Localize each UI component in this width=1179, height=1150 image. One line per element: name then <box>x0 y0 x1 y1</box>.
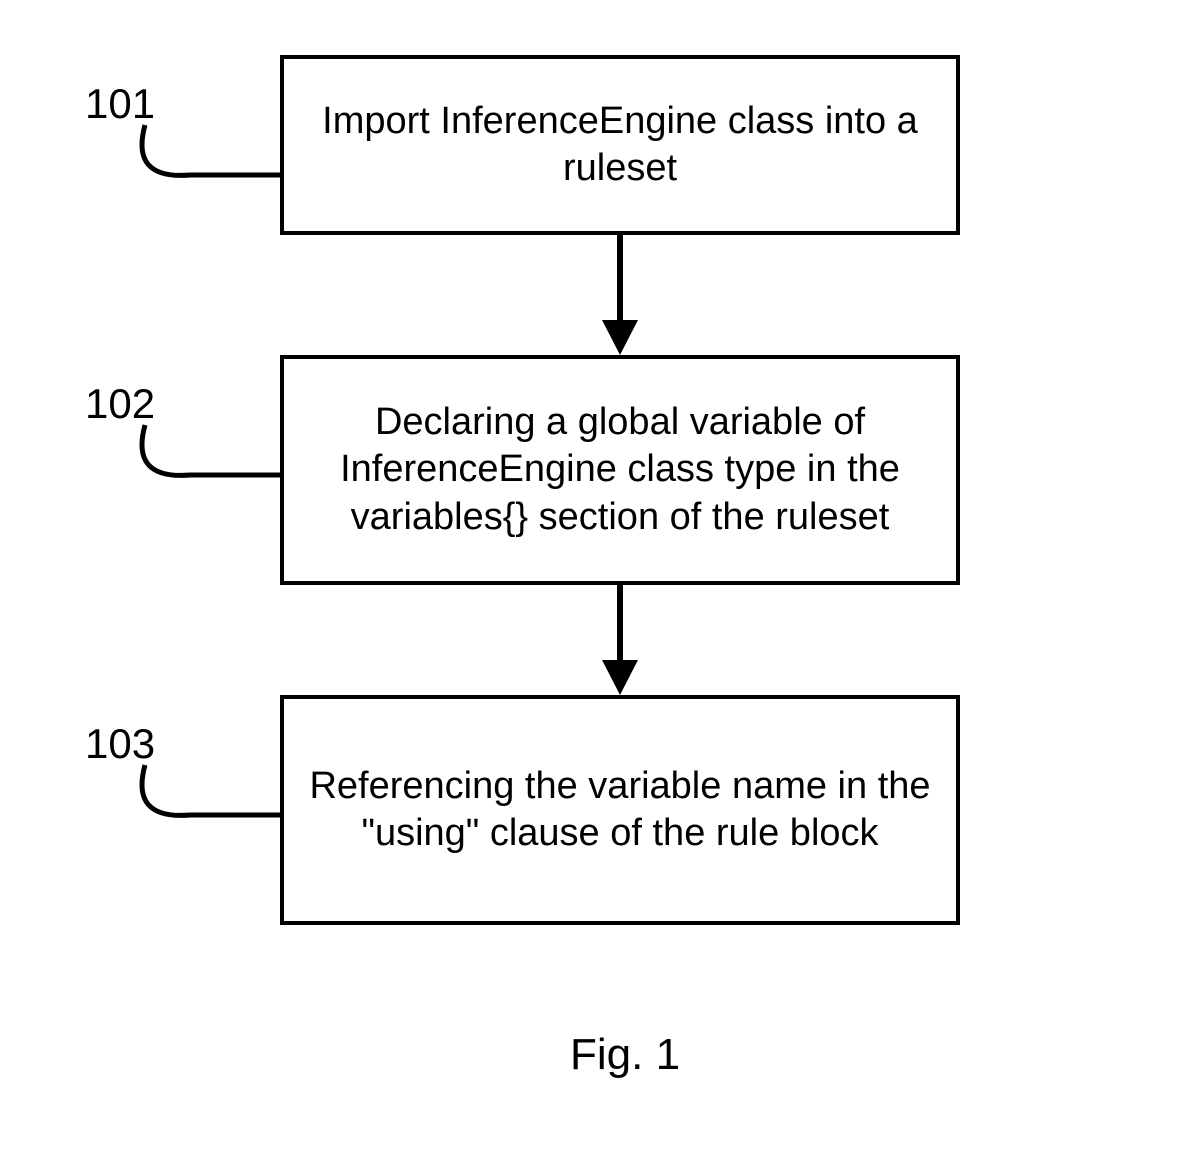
figure-caption: Fig. 1 <box>570 1030 680 1080</box>
arrow-2 <box>590 585 650 700</box>
step-text-103: Referencing the variable name in the "us… <box>304 763 936 858</box>
step-box-102: Declaring a global variable of Inference… <box>280 355 960 585</box>
callout-101 <box>130 120 290 200</box>
callout-102 <box>130 420 290 500</box>
callout-103 <box>130 760 290 840</box>
diagram-canvas: 101 Import InferenceEngine class into a … <box>0 0 1179 1150</box>
step-text-102: Declaring a global variable of Inference… <box>304 399 936 542</box>
step-text-101: Import InferenceEngine class into a rule… <box>304 98 936 193</box>
step-box-103: Referencing the variable name in the "us… <box>280 695 960 925</box>
step-box-101: Import InferenceEngine class into a rule… <box>280 55 960 235</box>
arrow-1 <box>590 235 650 360</box>
